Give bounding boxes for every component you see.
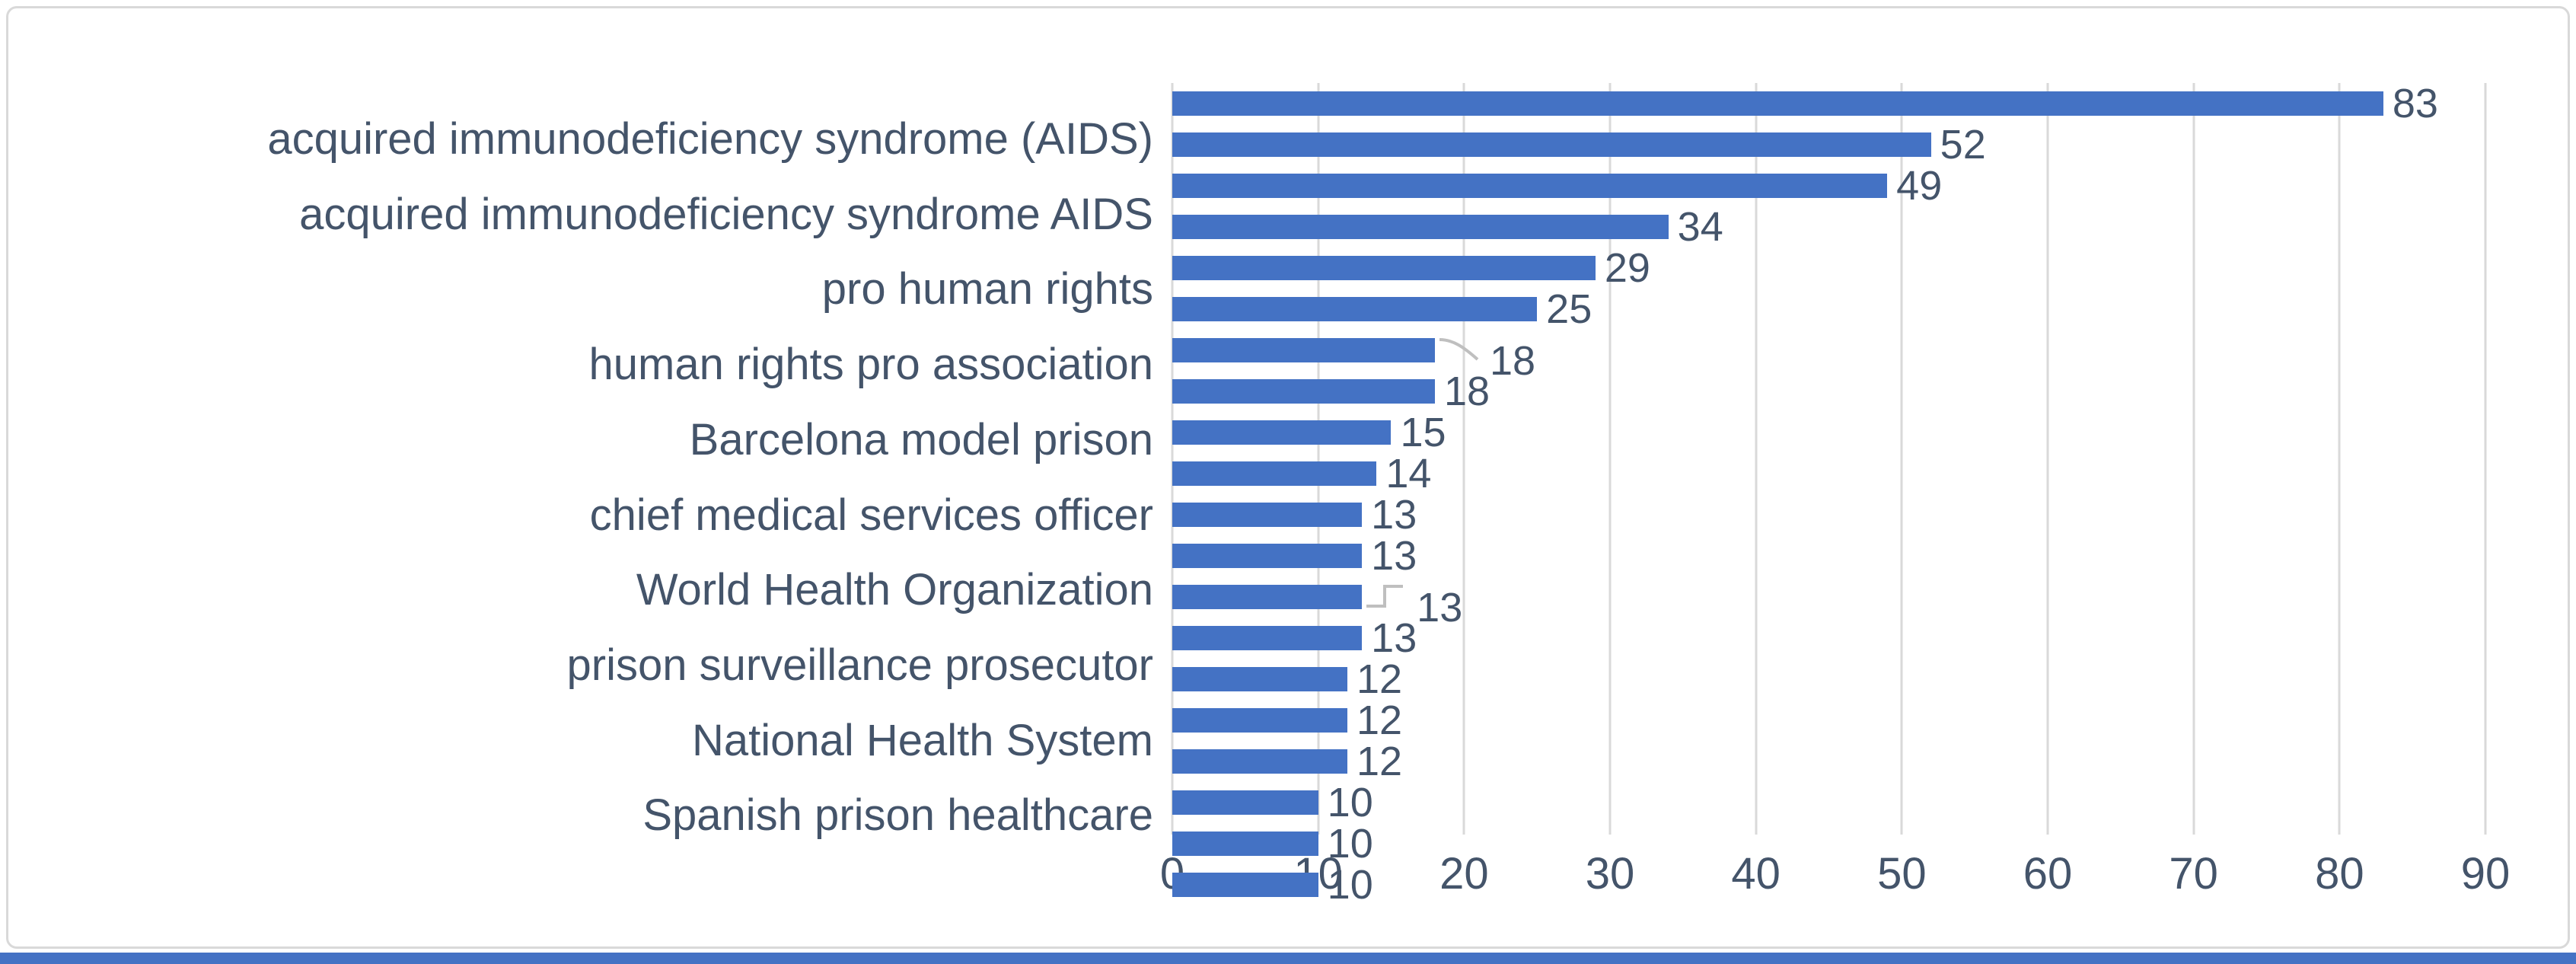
x-tick-label: 80 <box>2315 849 2364 899</box>
bar-value-label: 13 <box>1371 533 1417 579</box>
bar-value-label: 13 <box>1371 492 1417 538</box>
bar-row: 14 <box>1172 453 2485 494</box>
gridline <box>2046 83 2049 835</box>
bar-row: 12 <box>1172 659 2485 700</box>
bar <box>1172 625 1363 651</box>
bar-row: 18 <box>1172 371 2485 412</box>
category-label: World Health Organization <box>636 565 1153 615</box>
category-label: prison surveillance prosecutor <box>566 640 1153 690</box>
bar <box>1172 296 1538 322</box>
bar-value-label: 25 <box>1546 286 1592 332</box>
bar-value-label: 10 <box>1327 780 1373 825</box>
bar <box>1172 378 1435 404</box>
x-tick-label: 90 <box>2460 849 2511 899</box>
bar-value-label: 10 <box>1327 821 1373 867</box>
category-label: Spanish prison healthcare <box>642 790 1153 841</box>
category-label: acquired immunodeficiency syndrome (AIDS… <box>267 114 1153 164</box>
bar-row: 52 <box>1172 124 2485 165</box>
category-label: pro human rights <box>821 264 1153 314</box>
x-tick-label: 60 <box>2023 849 2073 899</box>
x-tick-label: 70 <box>2169 849 2218 899</box>
gridline <box>1755 83 1758 835</box>
bar-value-label: 83 <box>2392 81 2438 126</box>
bar <box>1172 91 2383 117</box>
bar-value-label: 49 <box>1896 163 1943 209</box>
x-tick-label: 20 <box>1439 849 1489 899</box>
label-leader-line <box>1438 334 1481 368</box>
bar-value-label: 12 <box>1357 697 1403 743</box>
bar <box>1172 132 1931 158</box>
bar-row: 15 <box>1172 412 2485 453</box>
gridline <box>2338 83 2341 835</box>
bar-row: 10 <box>1172 823 2485 864</box>
bar-chart-frame: acquired immunodeficiency syndrome (AIDS… <box>6 6 2570 949</box>
bar-row: 25 <box>1172 289 2485 330</box>
bar-row: 12 <box>1172 700 2485 741</box>
gridline <box>1317 83 1320 835</box>
label-leader-line <box>1365 580 1408 614</box>
plot-area: 83 52 49 34 29 25 18 18 15 14 13 13 13 13 12 12 12 10 10 10 <box>1171 83 2487 905</box>
bar-row: 12 <box>1172 741 2485 782</box>
bar-row: 13 <box>1172 618 2485 659</box>
bar-value-label: 18 <box>1444 369 1490 414</box>
bar <box>1172 584 1363 610</box>
bar <box>1172 420 1392 445</box>
gridline <box>1462 83 1465 835</box>
bar-value-label: 15 <box>1400 410 1446 455</box>
gridline <box>1608 83 1612 835</box>
gridline <box>1900 83 1903 835</box>
bar-row: 13 <box>1172 576 2485 628</box>
bar <box>1172 214 1669 240</box>
bar-row: 29 <box>1172 247 2485 289</box>
x-tick-label: 30 <box>1585 849 1635 899</box>
bar <box>1172 831 1318 857</box>
bar <box>1172 666 1347 692</box>
bar <box>1172 707 1347 733</box>
category-label: human rights pro association <box>588 340 1153 390</box>
bar-value-label: 52 <box>1940 122 1986 168</box>
bar-row: 18 <box>1172 330 2485 381</box>
bar-value-label: 18 <box>1490 338 1536 384</box>
bar <box>1172 790 1318 816</box>
bar-row: 34 <box>1172 206 2485 247</box>
category-label: National Health System <box>691 715 1153 765</box>
x-tick-label: 50 <box>1877 849 1927 899</box>
bar <box>1172 255 1596 281</box>
bar <box>1172 461 1377 487</box>
bar-row: 83 <box>1172 83 2485 124</box>
bar-row: 13 <box>1172 494 2485 535</box>
bar-value-label: 34 <box>1677 204 1723 250</box>
category-label: acquired immunodeficiency syndrome AIDS <box>299 189 1153 239</box>
x-tick-label: 40 <box>1731 849 1781 899</box>
bar-row: 10 <box>1172 782 2485 823</box>
bar-row: 13 <box>1172 535 2485 576</box>
y-axis-line <box>1171 83 1174 835</box>
bar <box>1172 543 1363 569</box>
category-label: Barcelona model prison <box>689 414 1153 464</box>
bar-row: 49 <box>1172 165 2485 206</box>
category-label: chief medical services officer <box>589 490 1153 540</box>
bar-row: 10 <box>1172 864 2485 905</box>
bar-value-label: 29 <box>1604 245 1650 291</box>
bar-value-label: 13 <box>1417 585 1463 630</box>
bar <box>1172 872 1318 898</box>
gridline <box>2192 83 2195 835</box>
y-axis-labels: acquired immunodeficiency syndrome (AIDS… <box>27 83 1153 841</box>
bar <box>1172 502 1363 528</box>
bar <box>1172 173 1888 199</box>
bar-value-label: 14 <box>1385 451 1432 496</box>
bar-value-label: 12 <box>1357 656 1403 702</box>
bar-series: 83 52 49 34 29 25 18 18 15 14 13 13 13 13 12 12 12 10 10 10 <box>1172 83 2485 905</box>
bottom-accent-strip <box>0 953 2576 964</box>
bar-value-label: 12 <box>1357 739 1403 784</box>
bar-value-label: 10 <box>1327 862 1373 908</box>
bar <box>1172 337 1435 363</box>
gridline <box>2484 83 2487 835</box>
bar <box>1172 749 1347 774</box>
bar-value-label: 13 <box>1371 615 1417 661</box>
